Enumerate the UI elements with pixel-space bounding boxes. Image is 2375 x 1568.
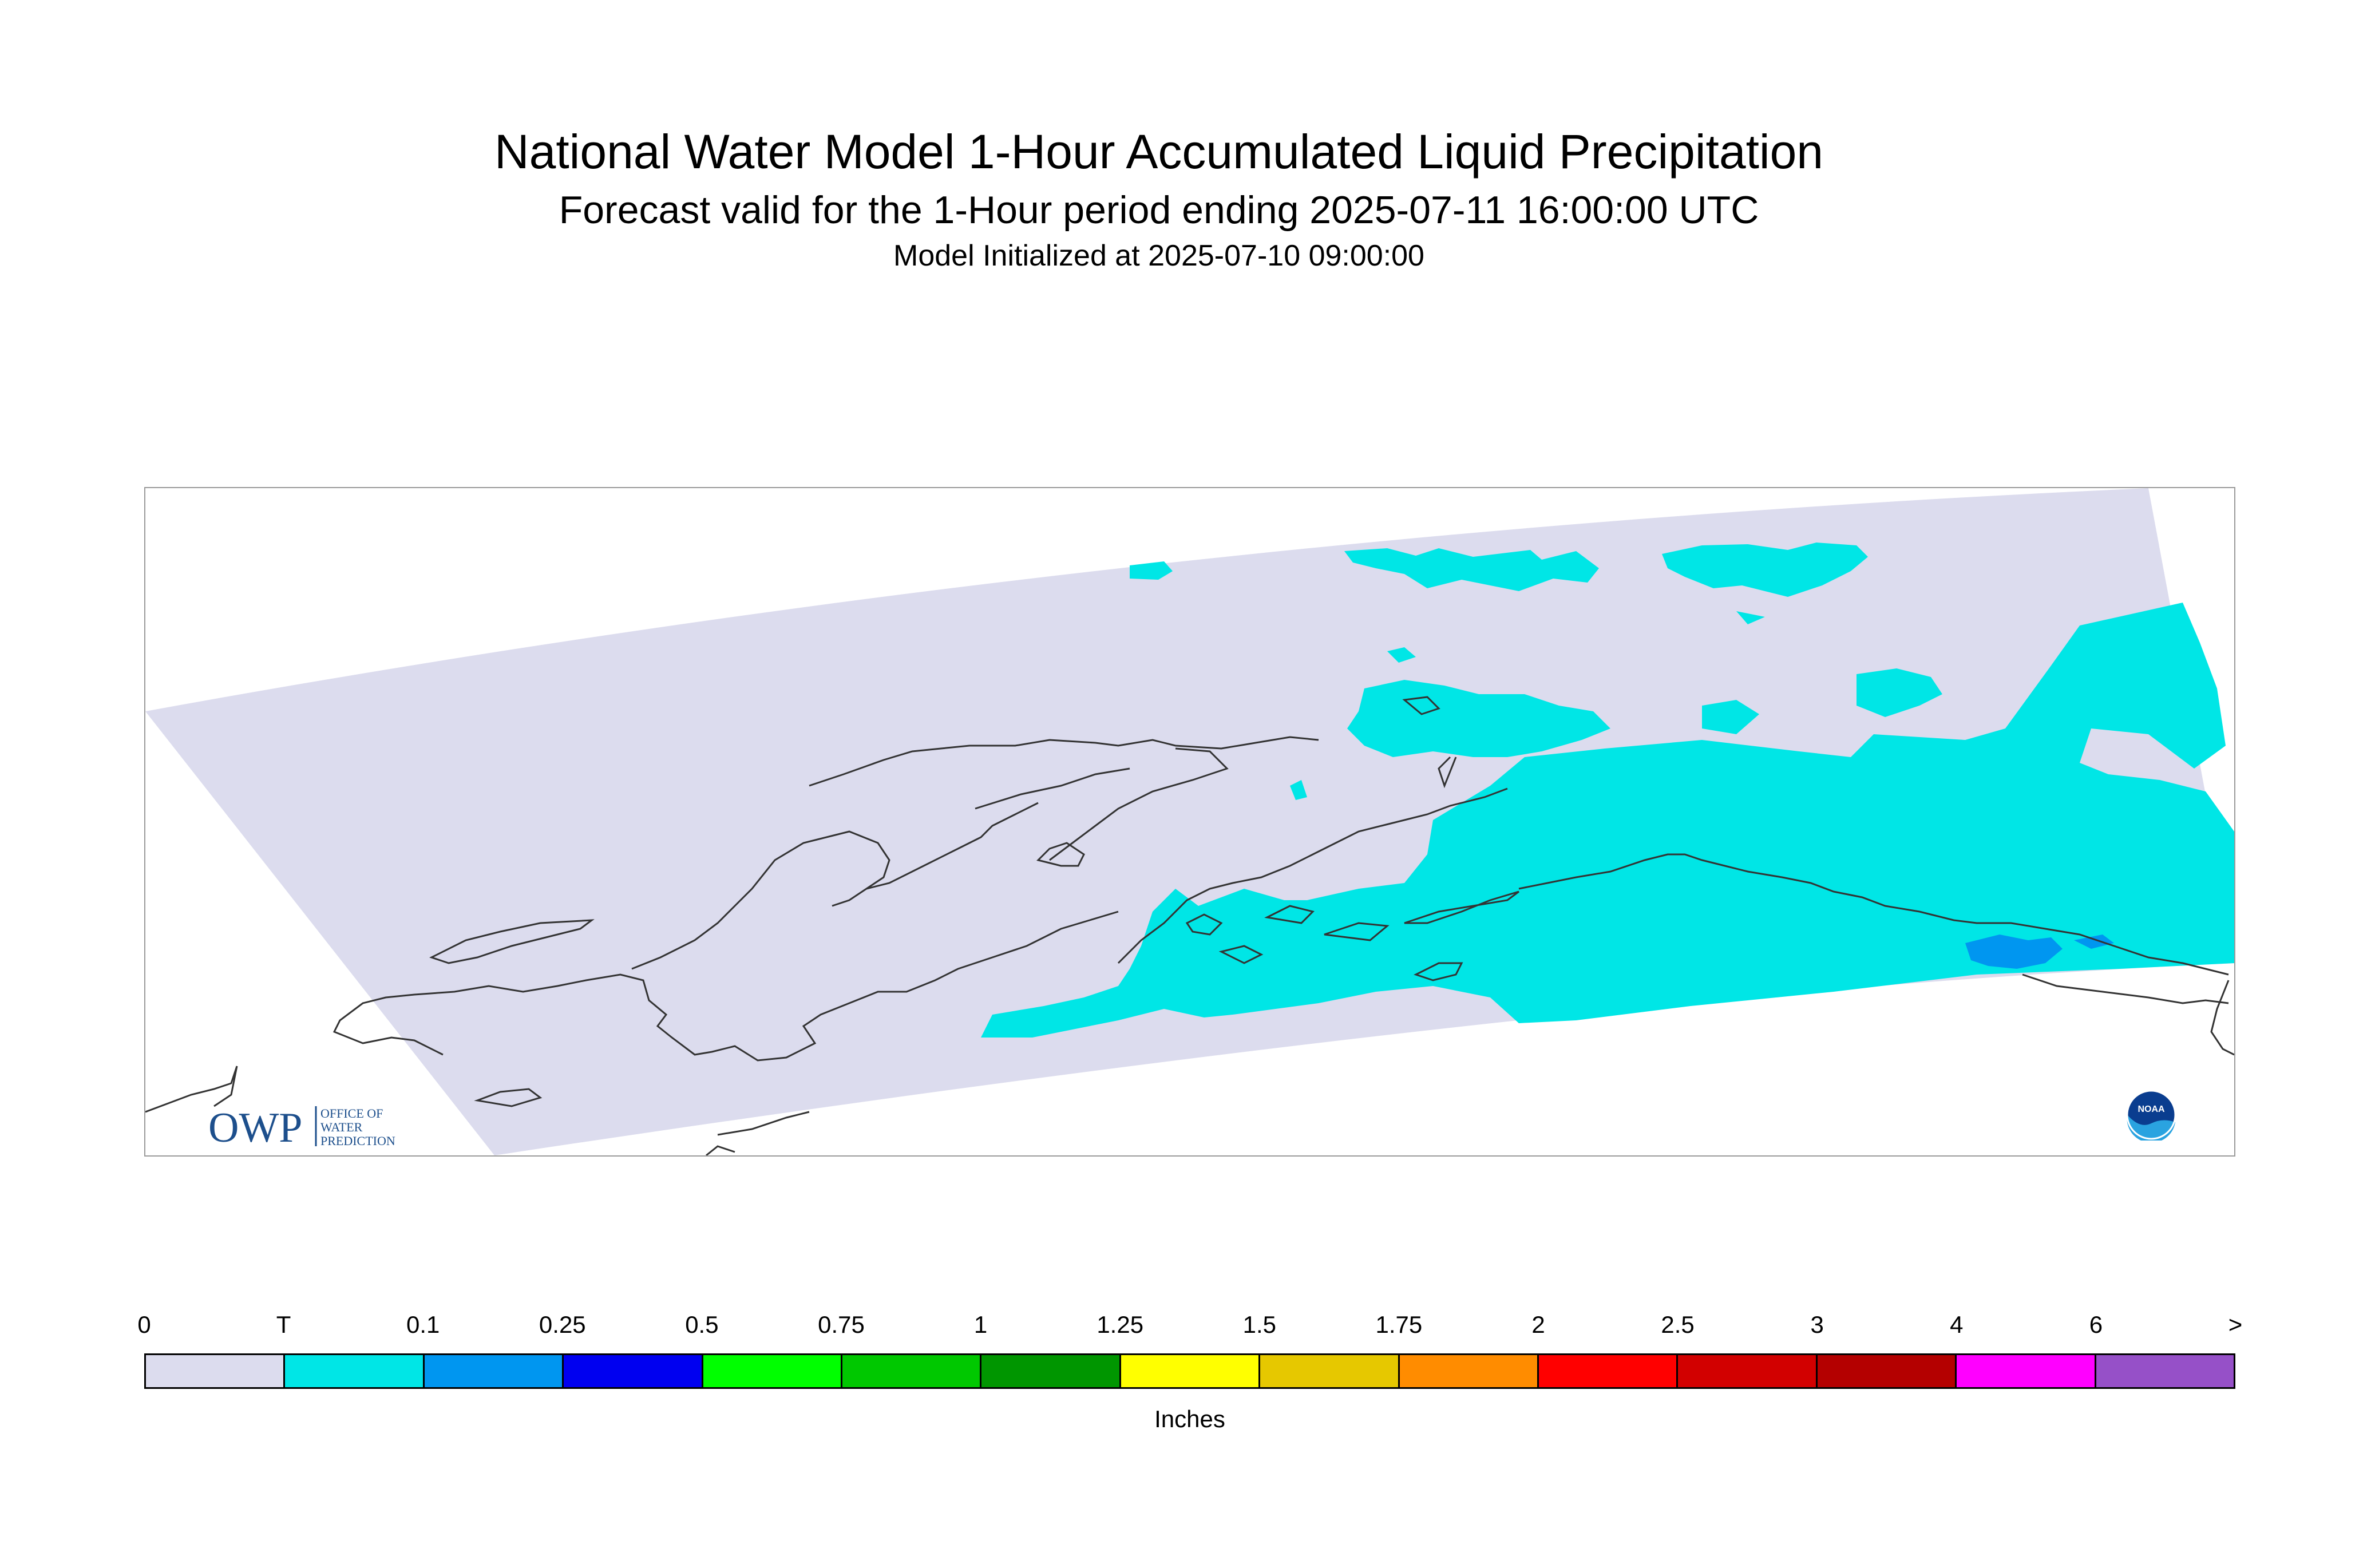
legend-label: 1.25: [1097, 1311, 1144, 1338]
legend-label: >: [2228, 1311, 2243, 1338]
owp-line-3: PREDICTION: [320, 1134, 395, 1148]
coastline: [332, 910, 1119, 1062]
coastline: [1185, 913, 1223, 936]
precip-patch: [1344, 548, 1599, 591]
map-panel: OWP OFFICE OF WATER PREDICTION NOAA: [144, 487, 2235, 1157]
legend-label: 0.25: [539, 1311, 586, 1338]
coastline: [1218, 945, 1264, 964]
legend-swatch: [842, 1355, 982, 1387]
coastline: [1404, 890, 1519, 924]
map-title: National Water Model 1-Hour Accumulated …: [494, 125, 1824, 179]
legend-label: 0.1: [406, 1311, 440, 1338]
legend-label: 4: [1950, 1311, 1964, 1338]
coastline: [2022, 973, 2229, 1004]
coastline: [1264, 905, 1315, 924]
legend-label: 0: [137, 1311, 151, 1338]
precip-patch: [2074, 935, 2114, 949]
precip-patch: [1702, 700, 1759, 734]
coastline: [1117, 787, 1508, 964]
coastline: [145, 1066, 238, 1113]
coastline: [1049, 747, 1229, 861]
precip-patch: [981, 603, 2234, 1038]
legend-swatch: [1539, 1355, 1679, 1387]
legend-color-bar: [144, 1353, 2235, 1389]
legend-swatch: [285, 1355, 425, 1387]
legend-label: 1: [973, 1311, 988, 1338]
legend-swatch: [1260, 1355, 1400, 1387]
owp-line-2: WATER: [320, 1120, 363, 1134]
legend-swatch: [1678, 1355, 1818, 1387]
precip-patch: [2097, 700, 2137, 717]
model-init-time: Model Initialized at 2025-07-10 09:00:00: [893, 239, 1424, 272]
precip-patch: [1662, 543, 1868, 597]
precip-patch: [1290, 780, 1307, 800]
coastline: [975, 767, 1130, 810]
noaa-logo-text: NOAA: [2138, 1104, 2165, 1114]
coastline: [1402, 696, 1440, 715]
trace-precip-areas: [981, 543, 2234, 1038]
noaa-logo: NOAA: [2126, 1090, 2176, 1141]
legend-label: 2: [1531, 1311, 1545, 1338]
precipitation-map: [145, 488, 2234, 1155]
coastline: [1324, 922, 1390, 941]
coastline: [1036, 842, 1085, 867]
legend-labels: 0 T 0.1 0.25 0.5 0.75 1 1.25 1.5 1.75 2 2.5 3 4 6 >: [137, 1310, 2242, 1345]
legend-swatch: [1399, 1355, 1539, 1387]
coastline: [1438, 756, 1457, 789]
legend-swatch: [1817, 1355, 1957, 1387]
precip-patch: [1536, 980, 1610, 1006]
coastline: [631, 830, 890, 970]
coastline: [2210, 980, 2234, 1056]
owp-line-1: OFFICE OF: [320, 1106, 383, 1120]
precip-patch: [1857, 668, 1942, 717]
precip-patch: [1387, 647, 1416, 663]
coastline: [809, 736, 1319, 787]
precip-patch: [1965, 935, 2063, 969]
legend-swatch: [1957, 1355, 2096, 1387]
legend-swatch: [564, 1355, 703, 1387]
owp-mark-text: OWP: [208, 1104, 302, 1151]
legend-label: 6: [2089, 1311, 2103, 1338]
coastline: [866, 802, 1039, 890]
legend-label: 0.5: [685, 1311, 719, 1338]
owp-logo-graphic: OWP OFFICE OF WATER PREDICTION: [208, 1104, 395, 1151]
legend-label: T: [276, 1311, 291, 1338]
precip-patch: [1736, 611, 1765, 624]
legend-label: 2.5: [1661, 1311, 1695, 1338]
coastline: [474, 1088, 543, 1107]
legend-label: 1.5: [1242, 1311, 1276, 1338]
coastlines: [145, 696, 2234, 1155]
legend-swatch: [146, 1355, 286, 1387]
legend-swatch: [981, 1355, 1121, 1387]
precip-patch: [1130, 561, 1173, 580]
coastline: [1518, 853, 2229, 976]
coastline: [717, 1111, 810, 1136]
coastline: [1414, 962, 1463, 981]
map-subtitle: Forecast valid for the 1-Hour period end…: [559, 188, 1759, 232]
legend-label: 1.75: [1375, 1311, 1423, 1338]
legend-swatch: [1121, 1355, 1261, 1387]
legend-swatch: [424, 1355, 564, 1387]
coastline: [706, 1145, 735, 1155]
legend-label: 0.75: [818, 1311, 865, 1338]
legend-swatch: [2096, 1355, 2234, 1387]
legend-units: Inches: [1154, 1405, 1225, 1432]
legend-swatch: [703, 1355, 843, 1387]
legend-label: 3: [1810, 1311, 1824, 1338]
light-precip-areas: [1965, 935, 2114, 969]
coastline: [429, 919, 595, 964]
